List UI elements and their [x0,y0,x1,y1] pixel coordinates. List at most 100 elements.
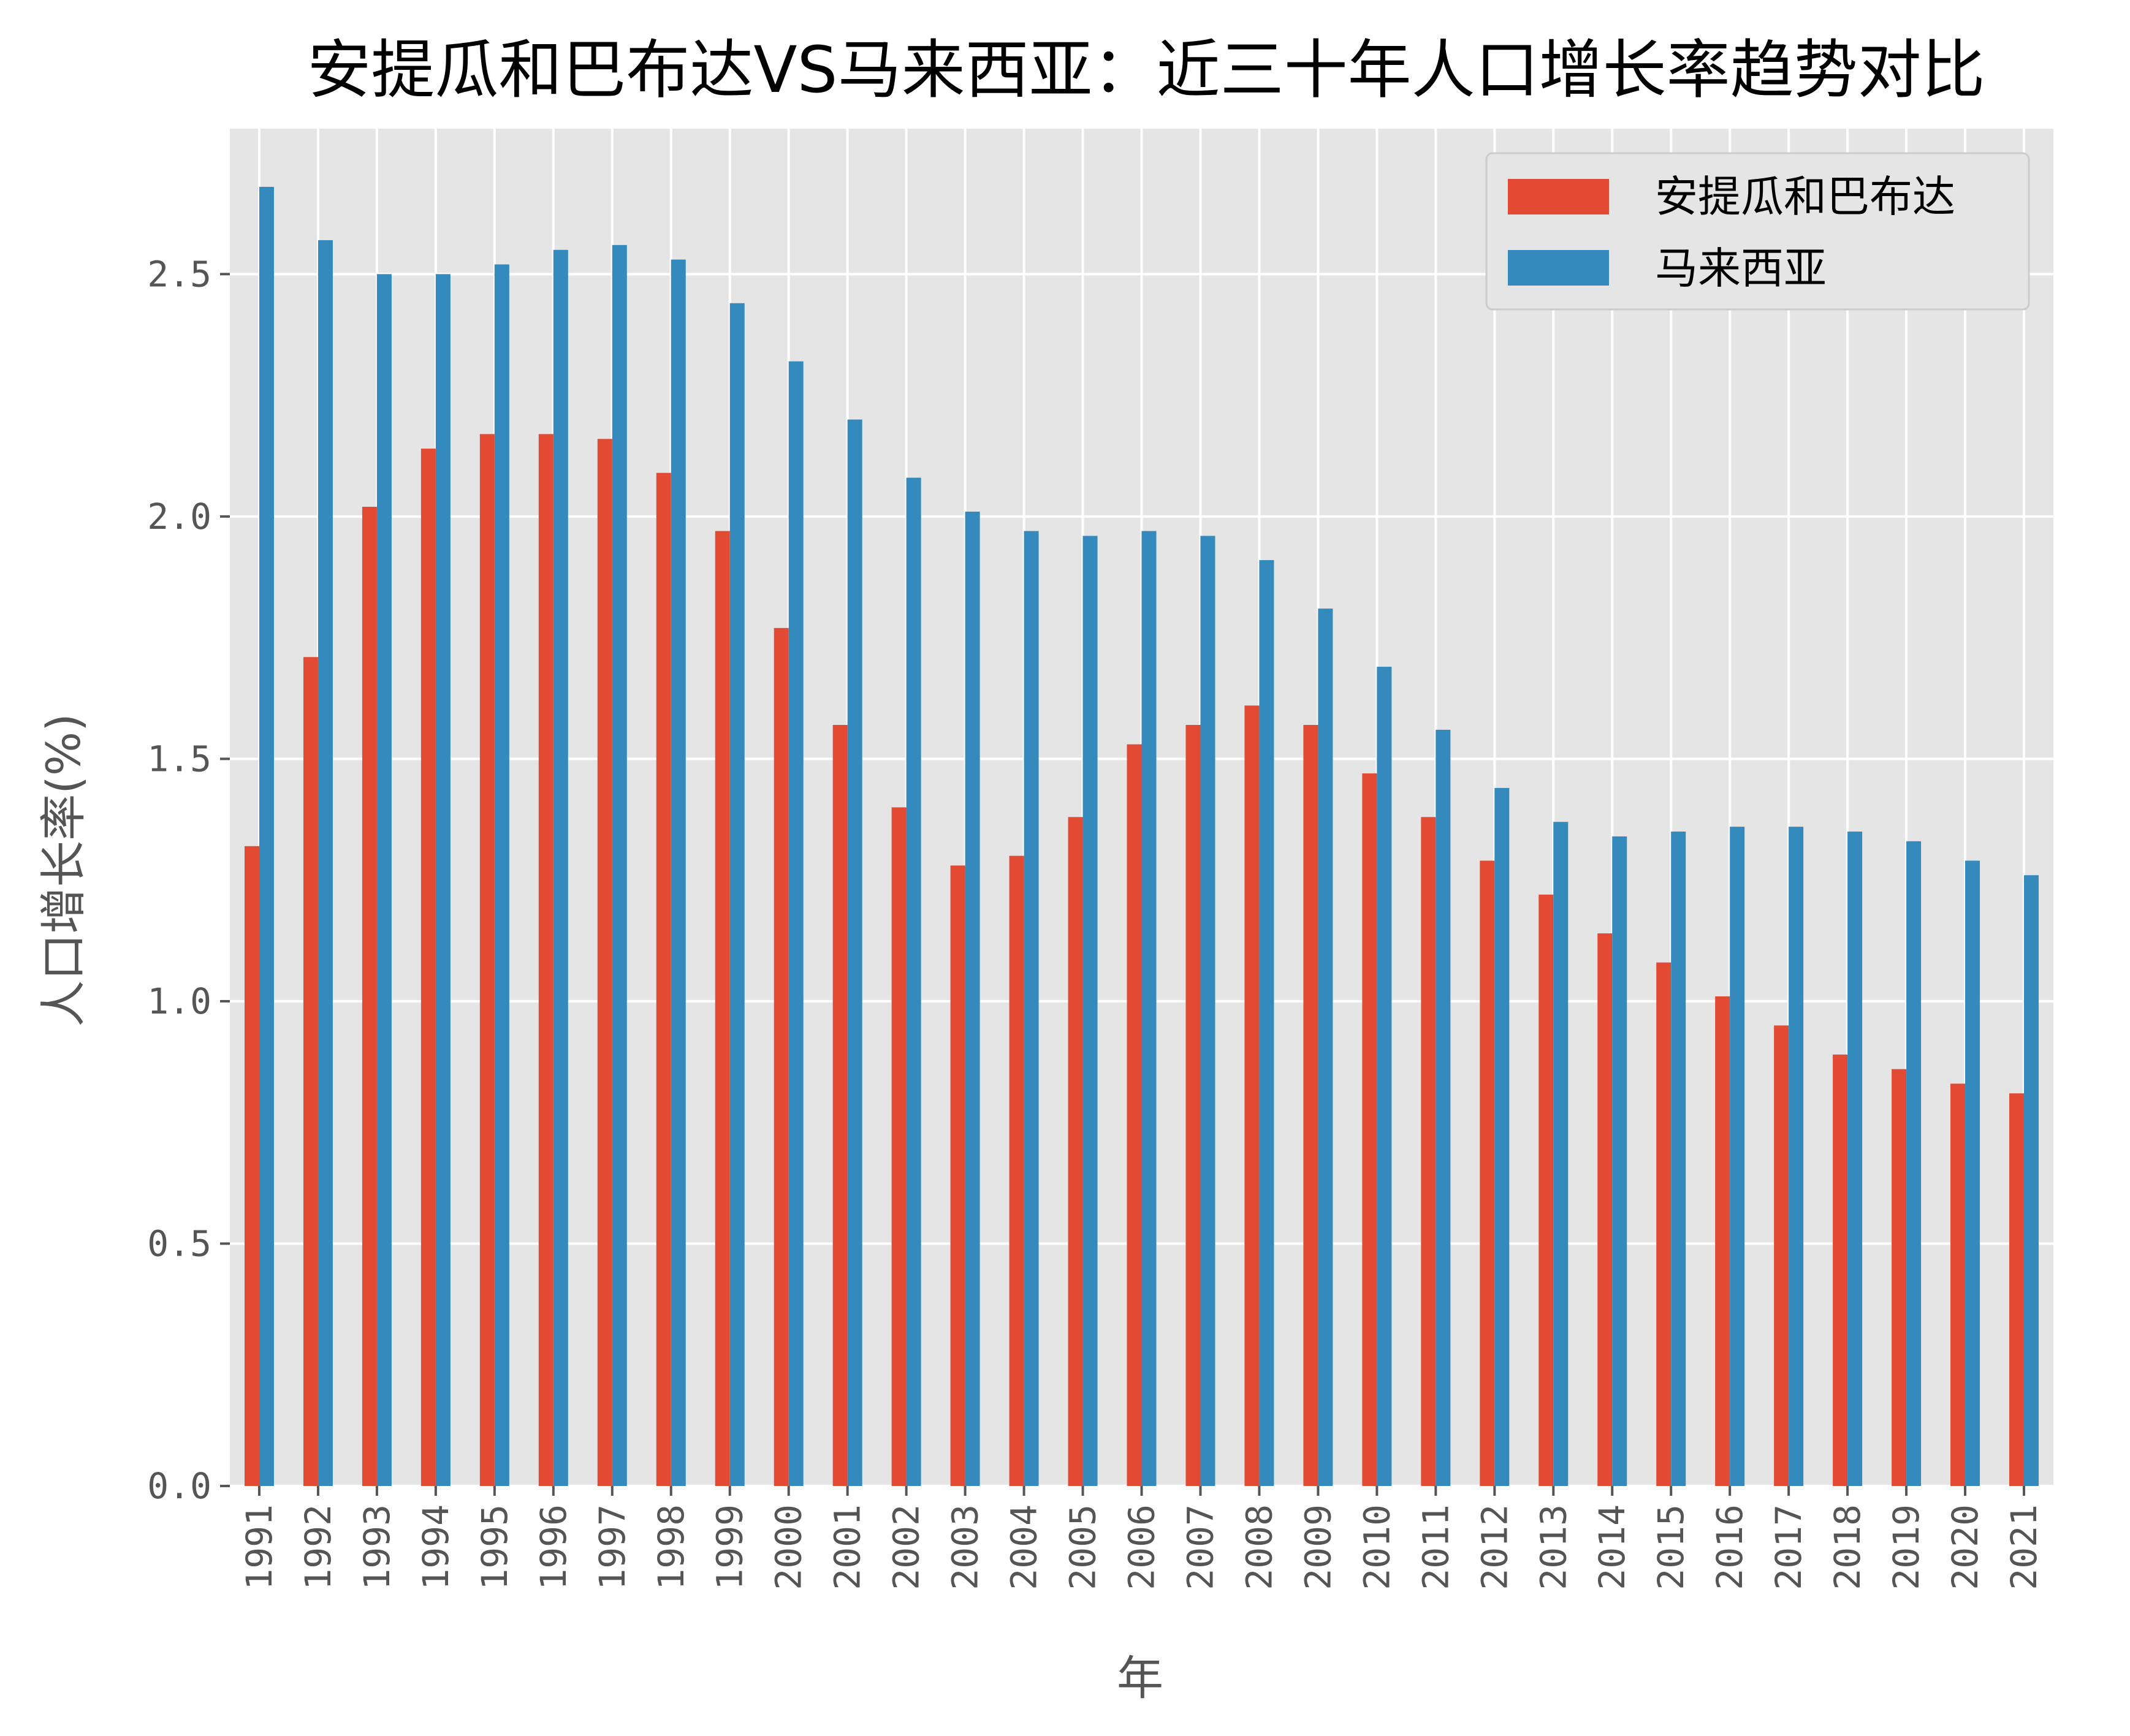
bar-malaysia-2006 [1141,531,1157,1486]
x-tick-label-2018: 2018 [1827,1504,1868,1590]
bar-antigua-2004 [1009,855,1024,1486]
x-tick-label-2020: 2020 [1944,1504,1986,1590]
bar-antigua-2016 [1715,996,1730,1486]
x-tick-label-2015: 2015 [1650,1504,1692,1590]
x-tick-label-2009: 2009 [1297,1504,1339,1590]
bar-antigua-2009 [1303,725,1318,1486]
bar-antigua-2017 [1774,1025,1789,1486]
x-tick-label-2014: 2014 [1591,1504,1633,1590]
x-tick-label-1991: 1991 [238,1504,280,1590]
x-tick-label-2012: 2012 [1474,1504,1515,1590]
bar-antigua-2000 [774,627,789,1486]
x-tick-label-1994: 1994 [415,1504,457,1590]
bar-antigua-2003 [950,865,965,1486]
bar-malaysia-2001 [847,419,862,1487]
bar-malaysia-2013 [1553,822,1569,1486]
bar-antigua-1994 [420,449,436,1486]
bar-malaysia-2017 [1789,827,1804,1486]
bar-malaysia-2002 [906,477,921,1486]
x-tick-label-2021: 2021 [2003,1504,2045,1590]
x-tick-label-2005: 2005 [1062,1504,1104,1590]
bar-antigua-2011 [1421,817,1436,1486]
y-tick-label-1: 0.5 [147,1222,211,1264]
x-tick-label-1997: 1997 [591,1504,633,1590]
bar-antigua-2010 [1362,773,1377,1486]
bar-antigua-2006 [1127,744,1142,1486]
bar-malaysia-2011 [1436,729,1451,1486]
x-tick-label-2000: 2000 [768,1504,810,1590]
x-tick-label-2001: 2001 [827,1504,869,1590]
y-tick-label-2: 1.0 [147,980,211,1022]
y-tick-label-4: 2.0 [147,496,211,537]
bar-antigua-2014 [1597,933,1613,1486]
bar-malaysia-1999 [729,303,745,1487]
bar-malaysia-2018 [1847,832,1863,1486]
x-tick-label-1992: 1992 [297,1504,339,1590]
bar-malaysia-2019 [1906,841,1922,1486]
legend-swatch-malaysia [1508,250,1609,286]
x-tick-label-2019: 2019 [1885,1504,1927,1590]
bar-antigua-1992 [303,657,318,1486]
bar-malaysia-2004 [1024,531,1039,1486]
bar-antigua-2019 [1892,1069,1907,1486]
bar-malaysia-2000 [788,361,804,1486]
bar-malaysia-1995 [494,264,509,1486]
legend-label-malaysia: 马来西亚 [1655,243,1827,294]
bar-antigua-2007 [1185,725,1201,1486]
bar-antigua-2001 [832,725,848,1486]
bar-malaysia-2010 [1377,667,1392,1486]
bar-antigua-2013 [1539,894,1554,1486]
x-tick-label-2006: 2006 [1121,1504,1163,1590]
bar-malaysia-1996 [553,249,568,1487]
x-tick-label-2016: 2016 [1709,1504,1751,1590]
x-tick-label-2008: 2008 [1238,1504,1280,1590]
legend-label-antigua: 安提瓜和巴布达 [1655,172,1955,222]
bar-antigua-1993 [362,507,377,1487]
bar-antigua-2015 [1656,962,1672,1486]
bar-malaysia-1997 [612,244,627,1486]
y-axis-ticks: 0.0 0.5 1.0 1.5 2.0 2.5 [147,253,230,1507]
bar-malaysia-2016 [1730,827,1745,1486]
bar-malaysia-2005 [1082,536,1098,1486]
bar-antigua-1999 [715,531,730,1486]
x-tick-label-2010: 2010 [1356,1504,1398,1590]
x-tick-label-2002: 2002 [886,1504,927,1590]
x-tick-label-2003: 2003 [945,1504,986,1590]
bar-malaysia-2012 [1494,787,1510,1486]
x-tick-label-1998: 1998 [650,1504,692,1590]
x-tick-label-1995: 1995 [474,1504,515,1590]
bar-malaysia-1993 [376,274,392,1487]
bar-malaysia-1998 [671,259,686,1486]
bar-malaysia-2008 [1259,560,1274,1486]
y-tick-label-5: 2.5 [147,253,211,295]
bar-malaysia-1991 [259,186,274,1487]
y-tick-label-3: 1.5 [147,738,211,779]
bar-malaysia-2014 [1612,836,1627,1486]
bar-antigua-1991 [244,846,259,1486]
bar-antigua-2018 [1833,1054,1848,1486]
bar-antigua-2012 [1480,860,1495,1486]
legend-frame [1485,152,2030,311]
bar-malaysia-2021 [2024,875,2039,1486]
bar-antigua-2020 [1950,1083,1966,1486]
x-tick-label-1996: 1996 [533,1504,574,1590]
bar-antigua-2021 [2009,1093,2025,1486]
x-tick-label-2004: 2004 [1003,1504,1045,1590]
y-tick-label-0: 0.0 [147,1465,211,1507]
bar-antigua-2008 [1244,705,1260,1486]
bar-antigua-1998 [656,472,671,1487]
bar-malaysia-2009 [1318,608,1333,1487]
bar-malaysia-2020 [1965,860,1980,1486]
x-tick-label-1999: 1999 [709,1504,751,1590]
chart-title: 安提瓜和巴布达VS马来西亚：近三十年人口增长率趋势对比 [307,32,1985,107]
bar-antigua-2005 [1068,817,1083,1486]
legend-swatch-antigua [1508,179,1609,214]
bar-malaysia-1994 [435,274,451,1487]
legend: 安提瓜和巴布达 马来西亚 [1485,152,2030,311]
bars [244,186,2039,1487]
bar-antigua-2002 [891,807,907,1486]
x-tick-label-2011: 2011 [1415,1504,1456,1590]
x-axis-ticks: 1991 1992 1993 1994 1995 1996 1997 1998 1999 2000… [238,1486,2045,1590]
x-tick-label-2007: 2007 [1179,1504,1221,1590]
x-tick-label-2017: 2017 [1768,1504,1809,1590]
